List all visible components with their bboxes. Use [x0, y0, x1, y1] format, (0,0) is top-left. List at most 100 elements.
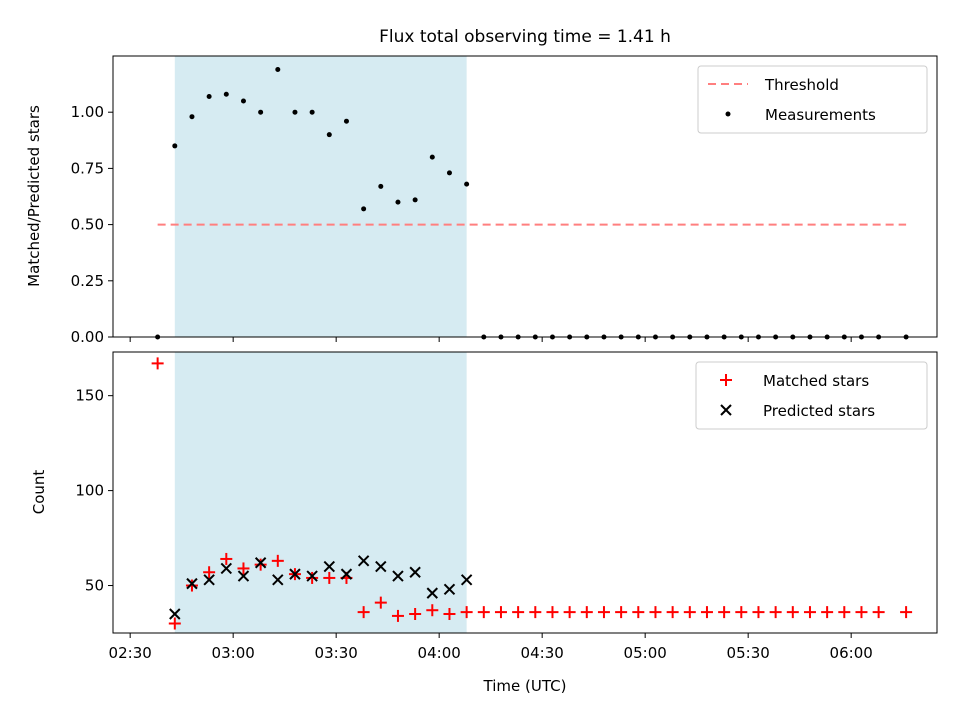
measurement-point	[361, 206, 367, 212]
x-tick-label: 02:30	[109, 644, 152, 662]
matched-star-marker	[185, 579, 198, 592]
matched-star-marker	[735, 606, 748, 619]
top-plot-frame	[112, 55, 938, 338]
measurement-point	[326, 132, 332, 138]
predicted-legend-swatch	[720, 404, 732, 416]
bottom-shaded-interval	[174, 352, 467, 633]
top-x-axis-ticks	[129, 337, 852, 342]
matched-star-marker	[426, 604, 439, 617]
bottom-legend: Matched stars Predicted stars	[695, 361, 928, 430]
matched-star-marker	[803, 606, 816, 619]
matched-star-marker	[821, 606, 834, 619]
measurement-point	[189, 114, 195, 120]
bottom-plot-frame	[112, 351, 938, 634]
matched-star-marker	[254, 558, 267, 571]
x-tick-label: 03:00	[212, 644, 255, 662]
predicted-star-marker	[169, 608, 181, 620]
predicted-star-marker	[443, 583, 456, 596]
measurement-points	[155, 66, 909, 340]
top-y-axis-label: Matched/Predicted stars	[25, 105, 43, 287]
matched-star-marker	[666, 606, 679, 619]
predicted-star-marker	[272, 574, 284, 586]
matched-star-marker	[649, 606, 662, 619]
matched-star-marker	[323, 571, 336, 584]
y-tick-label: 100	[75, 482, 104, 500]
measurement-point	[309, 109, 315, 115]
matched-legend-swatch	[720, 374, 732, 386]
matched-star-marker	[786, 606, 799, 619]
bottom-x-axis-ticks: 02:30 03:00 03:30 04:00 04:30 05:00 05:30 06:00	[109, 633, 873, 662]
bottom-legend-frame	[695, 361, 928, 430]
measurement-point	[446, 170, 452, 176]
x-tick-label: 06:00	[830, 644, 873, 662]
predicted-star-marker	[289, 568, 301, 580]
measurement-point	[343, 118, 349, 124]
measurement-point	[223, 91, 229, 97]
measurement-point	[464, 181, 470, 187]
y-tick-label: 50	[85, 577, 104, 595]
matched-star-marker	[769, 606, 782, 619]
bottom-y-axis-label: Count	[30, 470, 48, 515]
predicted-star-marker	[323, 560, 336, 573]
predicted-star-marker	[254, 557, 267, 569]
matched-star-marker	[700, 606, 713, 619]
top-shaded-interval	[174, 56, 467, 337]
matched-star-marker	[838, 606, 851, 619]
matched-star-marker	[546, 606, 559, 619]
measurement-point	[292, 109, 298, 115]
x-tick-label: 05:30	[727, 644, 770, 662]
matched-star-marker	[855, 606, 868, 619]
predicted-star-marker	[409, 566, 421, 578]
y-tick-label: 0.50	[71, 216, 104, 234]
matched-star-marker	[237, 562, 250, 575]
measurements-legend-swatch	[725, 111, 731, 117]
chart-title: Flux total observing time = 1.41 h	[379, 27, 671, 47]
matched-star-marker	[391, 609, 404, 622]
measurement-point	[258, 109, 264, 115]
predicted-star-marker	[357, 555, 370, 567]
measurement-point	[378, 183, 384, 189]
matched-star-marker	[477, 606, 490, 619]
x-axis-label: Time (UTC)	[483, 677, 567, 695]
predicted-star-marker	[220, 562, 233, 575]
top-legend-frame	[697, 65, 928, 134]
predicted-star-marker	[306, 570, 318, 582]
x-tick-label: 03:30	[315, 644, 358, 662]
y-tick-label: 0.00	[71, 328, 104, 346]
predicted-star-marker	[375, 560, 387, 573]
matched-star-marker	[580, 606, 593, 619]
top-panel: 0.00 0.25 0.50 0.75 1.00 Matched/Predicted s…	[25, 55, 938, 346]
matched-star-marker	[151, 357, 164, 370]
measurement-point	[206, 93, 212, 99]
matched-star-marker	[374, 596, 387, 609]
matched-star-marker	[271, 554, 284, 567]
measurement-point	[395, 199, 401, 205]
matched-star-marker	[220, 552, 233, 565]
predicted-star-marker	[340, 568, 353, 580]
matched-star-marker	[752, 606, 765, 619]
predicted-legend-label: Predicted stars	[763, 402, 875, 420]
predicted-star-marker	[426, 587, 439, 599]
predicted-star-marker	[237, 570, 250, 582]
matched-star-marker	[900, 606, 913, 619]
predicted-star-marker	[392, 570, 404, 582]
predicted-star-marker	[460, 574, 473, 586]
matched-star-marker	[529, 606, 542, 619]
matched-star-marker	[460, 606, 473, 619]
predicted-star-marker	[203, 574, 215, 586]
matched-star-marker	[683, 606, 696, 619]
threshold-legend-label: Threshold	[764, 76, 839, 94]
y-tick-label: 0.25	[71, 272, 104, 290]
x-tick-label: 04:00	[418, 644, 461, 662]
measurement-point	[429, 154, 435, 160]
measurement-point	[275, 66, 281, 72]
y-tick-label: 0.75	[71, 159, 104, 177]
matched-star-marker	[597, 606, 610, 619]
matched-star-marker	[872, 606, 885, 619]
matched-legend-label: Matched stars	[763, 372, 869, 390]
matched-star-marker	[512, 606, 525, 619]
y-tick-label: 1.00	[71, 103, 104, 121]
matched-star-marker	[168, 617, 181, 630]
